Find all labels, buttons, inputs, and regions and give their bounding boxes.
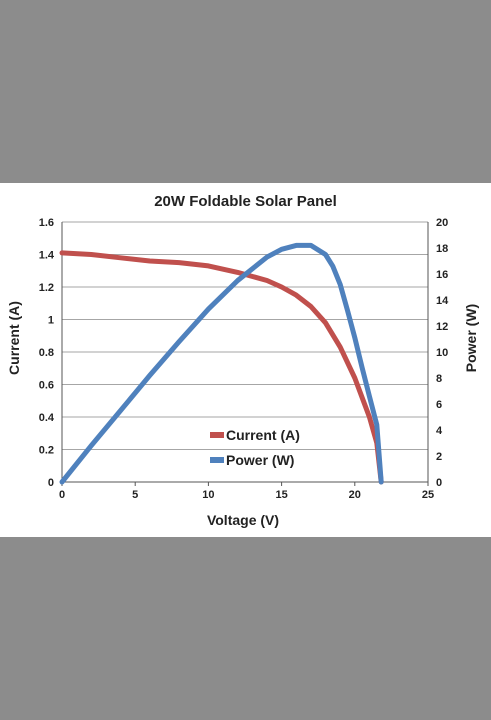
x-tick-label: 0 [59, 489, 65, 501]
series [59, 242, 384, 485]
x-tick-label: 15 [275, 489, 287, 501]
x-axis-label: Voltage (V) [207, 512, 279, 528]
x-tick-label: 10 [202, 489, 214, 501]
y-left-tick-label: 1.6 [39, 217, 54, 229]
y-right-tick-label: 4 [436, 425, 443, 437]
y-left-tick-label: 1.2 [39, 282, 54, 294]
y-left-tick-label: 0.8 [39, 347, 54, 359]
y-left-tick-label: 1 [48, 315, 54, 327]
y-right-tick-label: 16 [436, 269, 448, 281]
series-line-current [59, 250, 384, 485]
axes: 0 0.2 0.4 0.6 0.8 1 1.2 1.4 1.6 0 2 4 6 8 10 12 14 16 18 20… [39, 217, 449, 501]
y-right-tick-label: 2 [436, 451, 442, 463]
x-tick-label: 20 [349, 489, 361, 501]
y-left-tick-label: 0.6 [39, 380, 54, 392]
y-right-tick-label: 6 [436, 399, 442, 411]
y-right-tick-label: 20 [436, 217, 448, 229]
legend-label: Current (A) [226, 427, 300, 443]
grid [62, 221, 428, 483]
series-line-power [59, 242, 384, 485]
legend: Current (A) Power (W) [210, 427, 300, 468]
legend-label: Power (W) [226, 452, 294, 468]
y-right-axis-label: Power (W) [463, 304, 479, 372]
y-right-tick-label: 8 [436, 373, 442, 385]
chart-panel [0, 183, 491, 537]
x-tick-label: 25 [422, 489, 434, 501]
chart-title: 20W Foldable Solar Panel [154, 193, 337, 210]
y-left-tick-label: 0.4 [39, 412, 55, 424]
y-right-tick-label: 0 [436, 477, 442, 489]
y-left-tick-label: 1.4 [39, 250, 55, 262]
y-right-tick-label: 18 [436, 243, 448, 255]
y-left-tick-label: 0.2 [39, 445, 54, 457]
y-left-axis-label: Current (A) [6, 301, 22, 375]
y-right-tick-label: 10 [436, 347, 448, 359]
y-right-tick-label: 12 [436, 321, 448, 333]
x-tick-label: 5 [132, 489, 138, 501]
y-right-tick-label: 14 [436, 295, 449, 307]
y-left-tick-label: 0 [48, 477, 54, 489]
